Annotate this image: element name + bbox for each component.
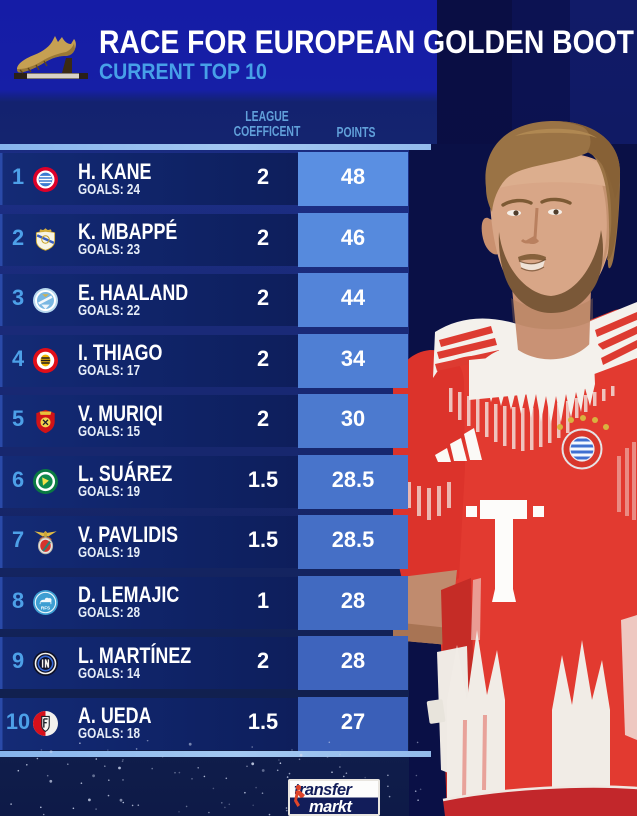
svg-text:transfer: transfer (294, 781, 354, 799)
svg-text:markt: markt (309, 798, 353, 816)
svg-text:RFS: RFS (41, 606, 50, 611)
